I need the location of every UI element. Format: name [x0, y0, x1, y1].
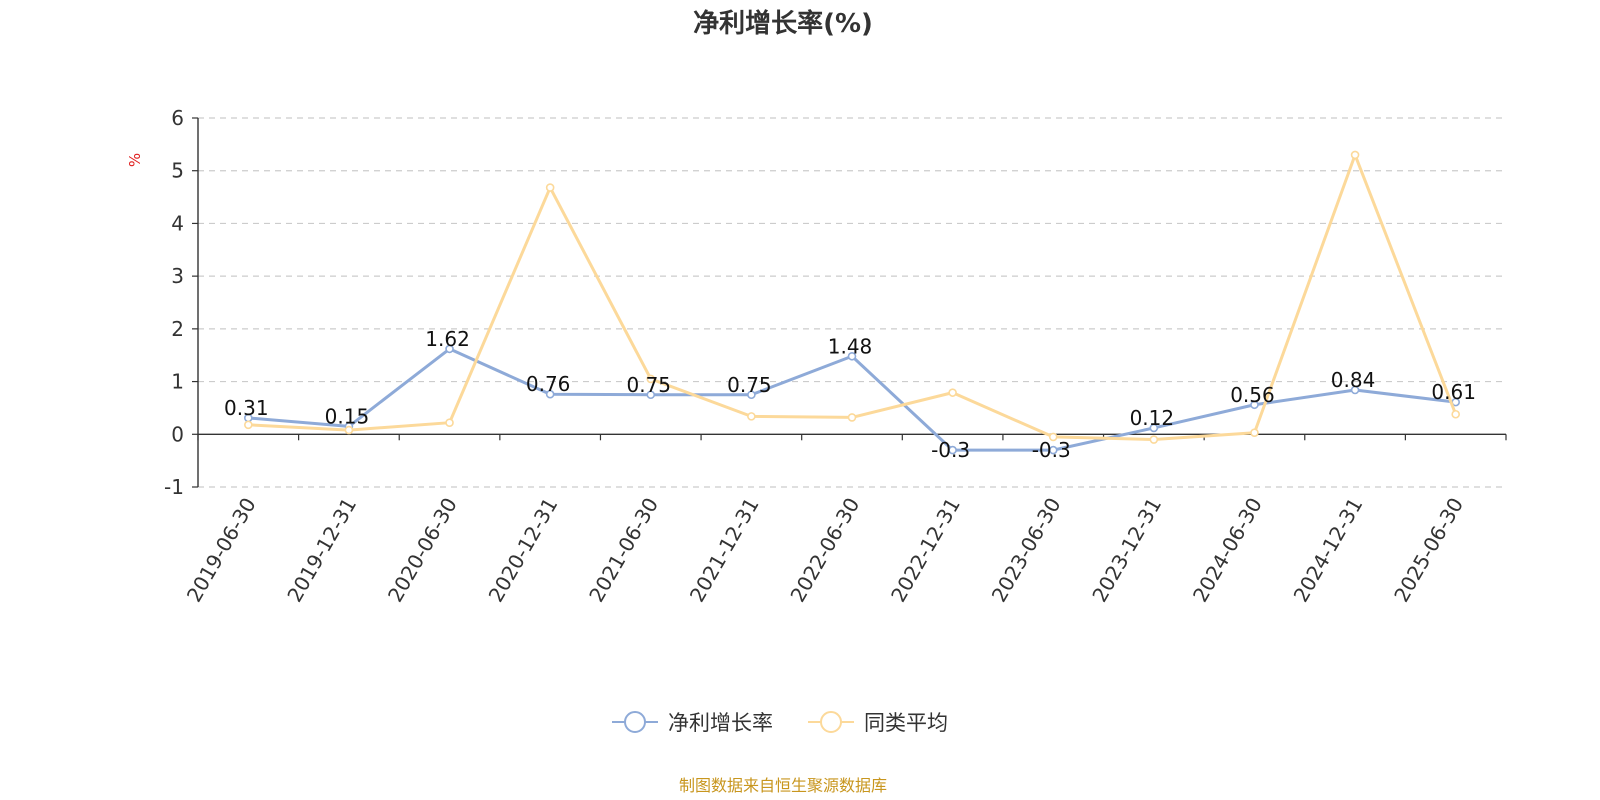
data-point — [1048, 445, 1058, 455]
data-label: 0.75 — [627, 373, 672, 397]
data-point — [244, 420, 253, 430]
data-point — [747, 390, 756, 400]
x-tick-label: 2020-06-30 — [383, 494, 462, 607]
data-point — [1048, 432, 1058, 442]
x-tick-label: 2020-12-31 — [484, 494, 563, 607]
y-tick-label: -1 — [164, 475, 184, 499]
data-point — [1250, 400, 1259, 410]
data-point — [1350, 385, 1360, 395]
data-point — [847, 413, 857, 422]
data-label: 0.31 — [224, 396, 269, 420]
x-tick-label: 2023-12-31 — [1087, 494, 1166, 607]
data-point — [545, 389, 555, 399]
data-label: -0.3 — [1032, 438, 1071, 462]
data-point — [1350, 150, 1360, 160]
x-tick-label: 2019-06-30 — [182, 494, 261, 607]
y-axis-unit: % — [126, 153, 144, 167]
data-point — [1149, 435, 1159, 444]
data-point — [646, 390, 656, 400]
data-point — [948, 445, 957, 455]
x-tick-label: 2022-06-30 — [785, 494, 864, 607]
data-label: -0.3 — [931, 438, 970, 462]
legend[interactable]: 净利增长率 同类平均 — [612, 711, 948, 735]
legend-label-1: 同类平均 — [864, 711, 948, 735]
data-label: 0.61 — [1431, 380, 1476, 404]
data-point — [344, 425, 354, 435]
x-tick-label: 2021-12-31 — [685, 494, 764, 607]
data-label: 1.48 — [828, 334, 873, 358]
x-tick-label: 2023-06-30 — [987, 494, 1066, 607]
y-tick-label: 3 — [171, 264, 184, 288]
data-point — [847, 351, 857, 361]
data-point — [1451, 409, 1460, 419]
x-tick-label: 2021-06-30 — [584, 494, 663, 607]
data-labels: 0.31 0.15 1.62 0.76 0.75 0.75 1.48 -0.3 -0.3 0.12… — [224, 327, 1476, 462]
data-point — [747, 412, 756, 421]
series-layer — [244, 150, 1460, 455]
x-tick-label: 2024-12-31 — [1289, 494, 1368, 607]
data-point — [1149, 423, 1159, 433]
data-label: 0.84 — [1331, 368, 1376, 392]
chart-title: 净利增长率(%) — [693, 8, 873, 39]
legend-marker-0 — [624, 711, 646, 733]
data-point — [545, 183, 555, 192]
y-tick-label: 6 — [171, 106, 184, 130]
data-label: 0.56 — [1230, 383, 1275, 407]
x-tick-label: 2019-12-31 — [282, 494, 361, 607]
data-point — [445, 344, 454, 354]
data-label: 0.76 — [526, 372, 571, 396]
data-point — [948, 388, 957, 397]
data-label: 0.15 — [325, 404, 370, 428]
data-label: 1.62 — [425, 327, 470, 351]
data-label: 0.75 — [727, 373, 772, 397]
y-tick-label: 2 — [171, 317, 184, 341]
x-tick-label: 2025-06-30 — [1389, 494, 1468, 607]
y-tick-label: 1 — [171, 370, 184, 394]
data-point — [445, 418, 454, 427]
x-tick-label: 2024-06-30 — [1188, 494, 1267, 607]
grid — [198, 117, 1506, 488]
data-point — [646, 374, 656, 384]
source-note: 制图数据来自恒生聚源数据库 — [679, 776, 887, 795]
y-tick-label: 4 — [171, 211, 184, 235]
y-tick-label: 0 — [171, 422, 184, 446]
data-point — [1250, 428, 1259, 438]
y-tick-label: 5 — [171, 159, 184, 183]
legend-label-0: 净利增长率 — [668, 711, 773, 735]
legend-marker-1 — [820, 711, 842, 733]
data-label: 0.12 — [1130, 406, 1175, 430]
x-tick-label: 2022-12-31 — [886, 494, 965, 607]
